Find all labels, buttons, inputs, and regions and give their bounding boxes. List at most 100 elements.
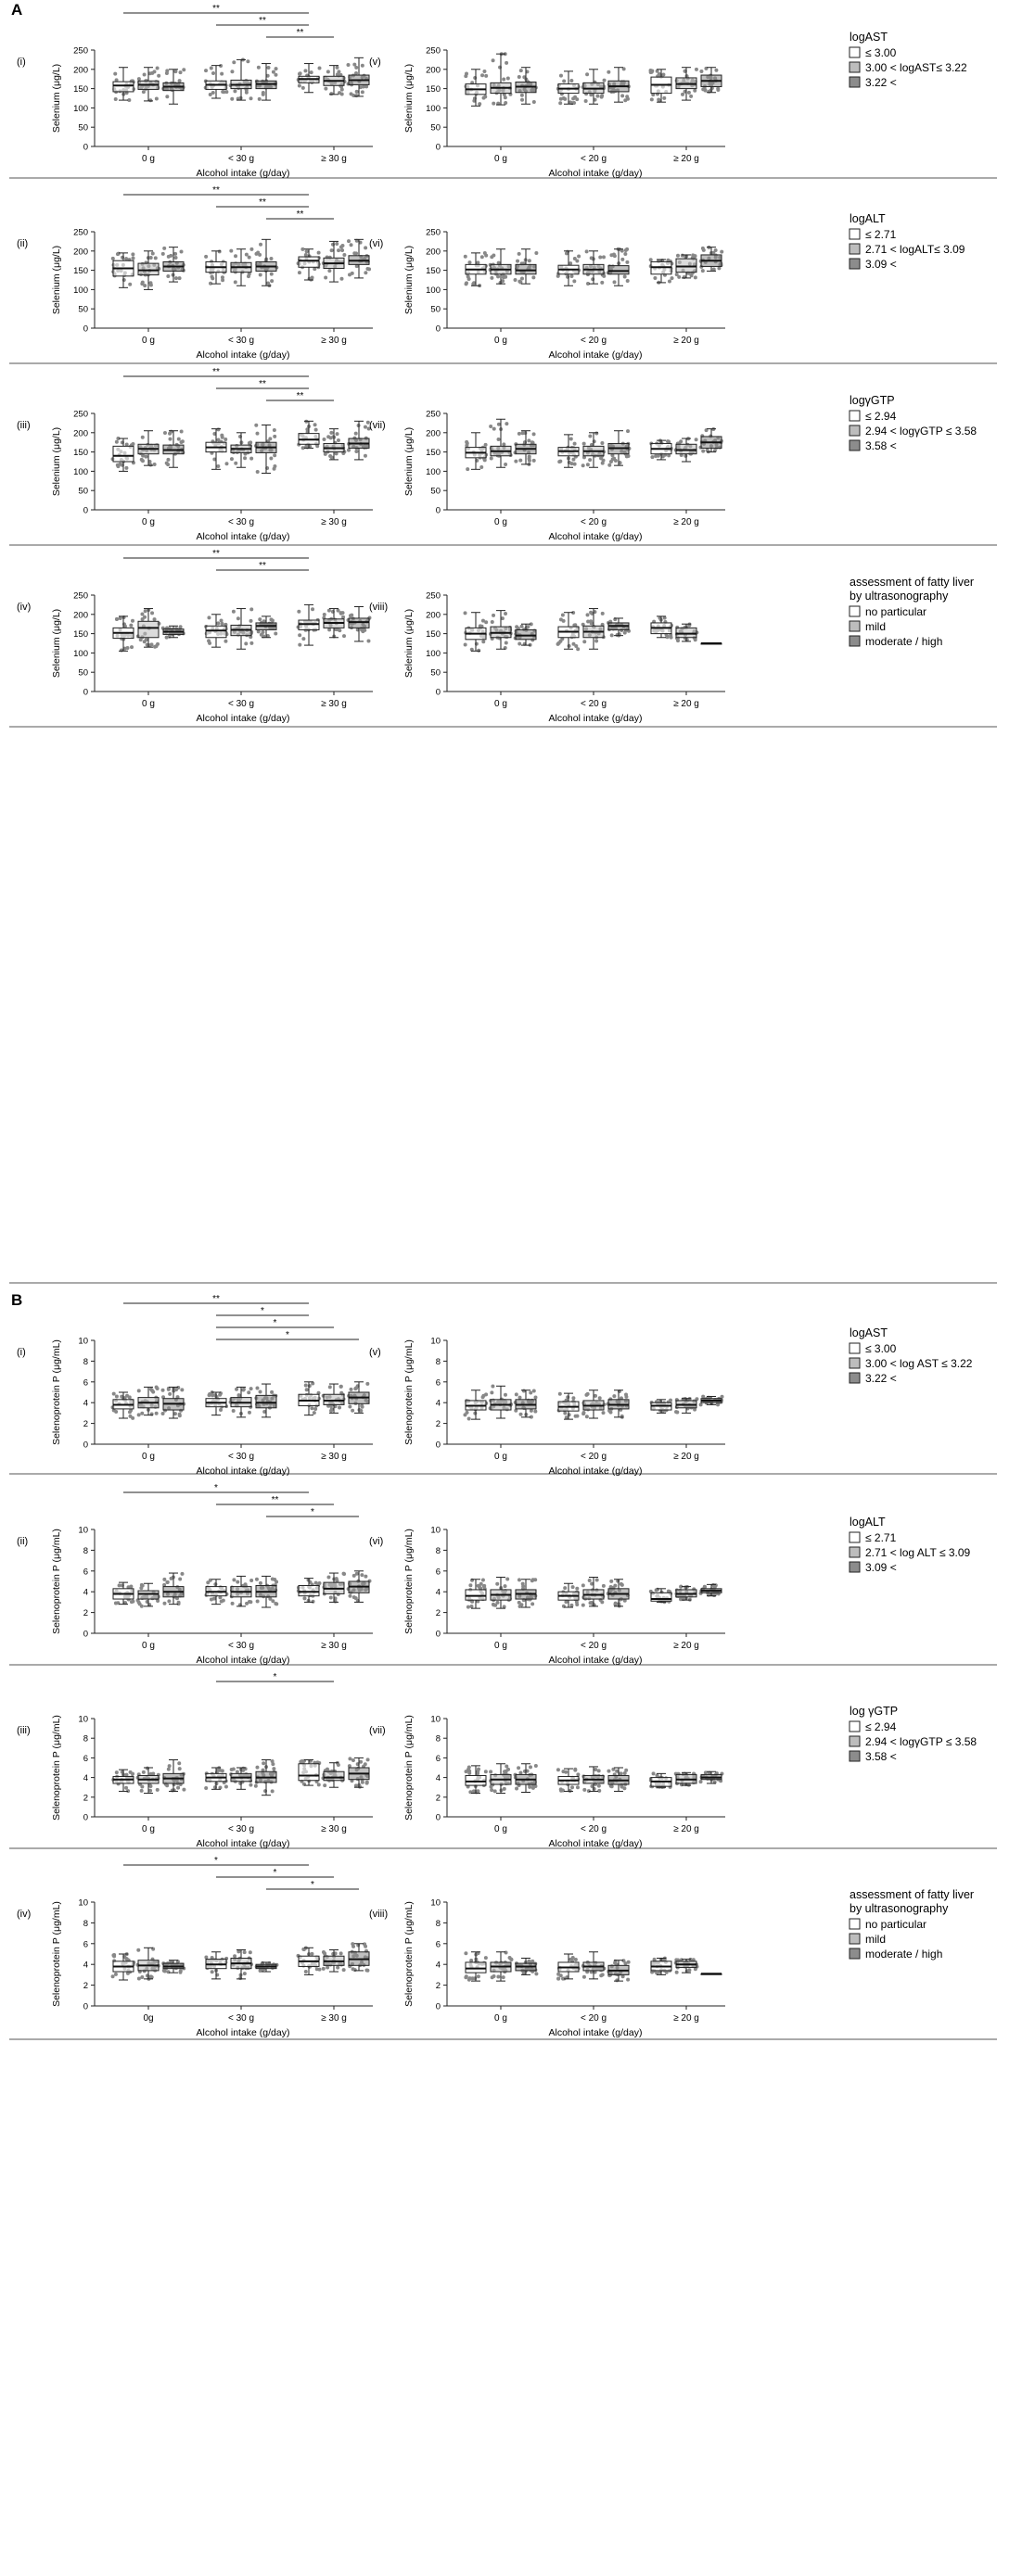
data-point	[489, 456, 493, 461]
data-point	[354, 450, 359, 454]
data-point	[364, 1944, 368, 1948]
significance-label: **	[212, 185, 220, 196]
data-point	[530, 1602, 535, 1606]
data-point	[316, 250, 321, 255]
data-point	[221, 1598, 225, 1603]
box-4	[205, 428, 227, 470]
data-point	[339, 245, 343, 249]
data-point	[489, 1770, 493, 1774]
data-point	[274, 67, 278, 71]
data-point	[680, 253, 684, 258]
data-point	[118, 615, 122, 620]
x-tick-label: 0 g	[142, 1824, 155, 1834]
data-point	[140, 280, 145, 285]
data-point	[469, 1604, 474, 1608]
data-point	[247, 1410, 251, 1415]
y-axis-label: Selenoprotein P (μg/mL)	[51, 1901, 62, 2007]
data-point	[492, 253, 496, 258]
box-5	[230, 1949, 252, 1980]
data-point	[716, 1402, 721, 1407]
y-tick-label: 100	[426, 104, 441, 114]
data-point	[173, 70, 178, 74]
y-tick-label: 200	[426, 428, 441, 438]
data-point	[207, 639, 211, 643]
data-point	[501, 1975, 505, 1980]
data-point	[124, 465, 129, 470]
data-point	[594, 639, 599, 643]
data-point	[656, 453, 660, 458]
data-point	[698, 1402, 703, 1407]
data-point	[502, 1786, 506, 1791]
chart-A-vii: (vii) 0 50 100 150 200 250 Selenium (μg/L) Alcoh…	[369, 410, 725, 542]
box-9	[700, 1583, 722, 1597]
data-point	[504, 100, 508, 105]
data-point	[477, 648, 481, 653]
x-tick-label: 0 g	[494, 699, 507, 709]
data-point	[622, 1771, 627, 1776]
data-point	[258, 273, 262, 277]
x-tick-label: ≥ 30 g	[321, 1824, 347, 1834]
y-tick-label: 250	[426, 591, 441, 602]
data-point	[564, 251, 568, 256]
data-point	[607, 70, 611, 74]
box-5	[582, 69, 605, 105]
data-point	[502, 77, 506, 82]
legend-swatch	[849, 635, 861, 647]
data-point	[131, 256, 135, 260]
data-point	[613, 1602, 618, 1606]
legend-item: moderate / high	[865, 635, 942, 648]
box-6	[255, 1759, 277, 1796]
box-6	[255, 63, 277, 101]
y-tick-label: 0	[83, 1440, 88, 1451]
data-point	[211, 91, 215, 95]
data-point	[518, 1412, 523, 1416]
significance-label: **	[272, 1495, 279, 1505]
data-point	[618, 461, 622, 465]
data-point	[366, 426, 371, 431]
box-iqr	[137, 262, 160, 276]
y-tick-label: 10	[430, 1337, 441, 1347]
box-6	[607, 67, 630, 103]
data-point	[327, 1385, 332, 1390]
data-point	[354, 70, 359, 75]
data-point	[558, 101, 563, 106]
significance-label: **	[297, 209, 304, 220]
y-tick-label: 10	[430, 1526, 441, 1536]
data-point	[517, 431, 521, 436]
significance-label: *	[261, 1306, 264, 1316]
box-9	[700, 1973, 722, 1975]
data-point	[479, 255, 484, 260]
box-8	[323, 240, 345, 283]
y-tick-label: 100	[73, 286, 88, 296]
box-8	[675, 438, 697, 463]
data-point	[166, 273, 171, 278]
data-point	[297, 271, 301, 275]
x-axis-label: Alcohol intake (g/day)	[549, 531, 643, 542]
legend-item: 3.09 <	[865, 1561, 897, 1574]
data-point	[255, 1599, 260, 1604]
box-2	[137, 1767, 160, 1795]
significance-label: **	[297, 28, 304, 38]
x-tick-label: ≥ 20 g	[673, 154, 699, 164]
legend-item: 3.22 <	[865, 1372, 897, 1385]
data-point	[592, 439, 596, 444]
data-point	[651, 93, 656, 97]
data-point	[333, 1596, 338, 1601]
box-1	[465, 612, 487, 652]
data-point	[359, 1759, 364, 1764]
box-8	[323, 608, 345, 639]
data-point	[503, 1392, 507, 1397]
data-point	[310, 275, 314, 280]
data-point	[667, 453, 671, 458]
data-point	[208, 92, 212, 96]
data-point	[217, 1768, 222, 1772]
row-dividers	[9, 177, 997, 2040]
x-axis-label: Alcohol intake (g/day)	[549, 2027, 643, 2038]
data-point	[481, 1584, 486, 1589]
x-tick-label: < 20 g	[581, 517, 607, 527]
y-tick-label: 100	[73, 104, 88, 114]
data-point	[679, 1584, 683, 1589]
data-point	[329, 1407, 334, 1412]
box-8	[323, 428, 345, 461]
